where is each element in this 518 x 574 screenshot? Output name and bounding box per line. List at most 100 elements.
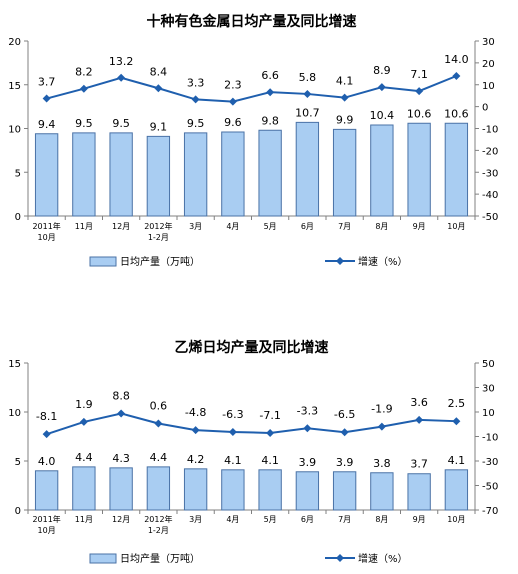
right-tick-label: -50	[482, 482, 498, 493]
line-value-label: 8.9	[373, 64, 391, 77]
bar	[407, 122, 431, 217]
x-tick-label: 1-2月	[148, 233, 169, 242]
line-value-label: -1.9	[371, 403, 392, 416]
bar	[444, 122, 469, 217]
bar-value-label: 9.9	[336, 113, 354, 126]
bar-value-label: 10.6	[407, 107, 432, 120]
bar	[332, 128, 357, 217]
x-tick-label: 10月	[38, 526, 56, 535]
line-point	[452, 72, 461, 80]
line-value-label: 0.6	[150, 400, 168, 413]
chart-title: 十种有色金属日均产量及同比增速	[147, 13, 357, 30]
line-point	[191, 95, 200, 104]
legend-line-label: 增速（%）	[358, 255, 408, 268]
bar-value-label: 10.7	[295, 106, 320, 119]
x-tick-label: 2011年	[32, 221, 60, 231]
right-tick-label: -50	[482, 212, 498, 223]
line-value-label: 8.2	[75, 66, 93, 79]
x-tick-label: 2012年	[144, 221, 172, 231]
x-tick-label: 1-2月	[148, 526, 169, 535]
x-tick-label: 3月	[189, 515, 202, 524]
bar-value-label: 9.8	[261, 114, 279, 127]
bar-value-label: 9.5	[112, 117, 130, 130]
right-tick-label: -10	[482, 125, 498, 136]
bar-value-label: 4.4	[75, 451, 93, 464]
bar	[146, 135, 171, 217]
bar	[109, 132, 133, 217]
legend-bar-label: 日均产量（万吨）	[120, 552, 200, 565]
line-value-label: 6.6	[261, 69, 279, 82]
bar	[370, 472, 394, 511]
bar-value-label: 9.5	[75, 117, 93, 130]
bar-value-label: 4.4	[150, 451, 168, 464]
line-point	[415, 87, 424, 96]
right-tick-label: -10	[482, 433, 498, 444]
line-point	[117, 409, 126, 418]
bar-value-label: 10.6	[444, 107, 469, 120]
line-point	[266, 88, 275, 97]
x-tick-label: 8月	[375, 222, 388, 231]
chart-1: 十种有色金属日均产量及同比增速 0 5 10 15 20 -50 -40 -30 -20 -10 0 1…	[8, 13, 498, 268]
x-tick-label: 11月	[75, 515, 93, 524]
x-tick-label: 6月	[301, 515, 314, 524]
bar	[332, 471, 357, 511]
x-tick-label: 11月	[75, 222, 93, 231]
line-value-label: -4.8	[185, 406, 206, 419]
right-tick-label: 30	[482, 37, 495, 48]
line-value-label: 8.8	[112, 389, 130, 402]
right-tick-label: 0	[482, 103, 488, 114]
left-tick-label: 0	[15, 506, 21, 517]
line-value-label: -3.3	[297, 404, 318, 417]
bar	[34, 133, 59, 217]
line-point	[191, 426, 200, 435]
line-point	[79, 84, 88, 93]
x-tick-label: 10月	[447, 222, 465, 231]
bar	[146, 466, 171, 511]
x-tick-label: 10月	[38, 233, 56, 242]
bar	[183, 132, 208, 217]
line-value-label: 8.4	[150, 65, 168, 78]
bar	[258, 469, 282, 511]
growth-line	[46, 75, 457, 103]
right-tick-label: 30	[482, 384, 495, 395]
line-point	[154, 84, 163, 93]
x-tick-label: 9月	[413, 222, 426, 231]
line-point	[117, 73, 126, 82]
line-point	[79, 417, 88, 426]
line-value-label: -6.3	[222, 408, 243, 421]
bar	[34, 470, 59, 511]
x-tick-label: 6月	[301, 222, 314, 231]
legend-line-marker	[336, 257, 344, 265]
x-tick-label: 4月	[226, 515, 239, 524]
line-value-label: 7.1	[410, 68, 428, 81]
bar-value-label: 10.4	[370, 109, 395, 122]
x-tick-label: 8月	[375, 515, 388, 524]
bar-value-label: 3.8	[373, 457, 391, 470]
legend-bar-label: 日均产量（万吨）	[120, 255, 200, 268]
line-point	[377, 83, 386, 92]
legend-line-marker	[336, 554, 344, 562]
line-value-label: 13.2	[109, 55, 134, 68]
bar-value-label: 9.6	[224, 116, 242, 129]
line-value-label: 1.9	[75, 398, 93, 411]
bar-value-label: 4.3	[112, 452, 130, 465]
bar-value-label: 9.4	[38, 118, 56, 131]
bar-value-label: 3.9	[336, 456, 354, 469]
bar-value-label: 9.5	[187, 117, 205, 130]
x-tick-label: 12月	[112, 515, 130, 524]
bar	[295, 471, 320, 511]
left-tick-label: 15	[8, 359, 21, 370]
bar-value-label: 3.9	[299, 456, 317, 469]
line-point	[42, 430, 51, 439]
bar	[221, 131, 245, 217]
x-tick-label: 9月	[413, 515, 426, 524]
line-point	[154, 419, 163, 428]
line-value-label: -8.1	[36, 410, 57, 423]
x-tick-label: 2011年	[32, 514, 60, 524]
line-value-label: 2.3	[224, 79, 242, 92]
growth-line	[46, 412, 457, 436]
line-point	[303, 89, 312, 98]
bar-value-label: 4.1	[261, 454, 279, 467]
right-tick-label: -70	[482, 506, 498, 517]
